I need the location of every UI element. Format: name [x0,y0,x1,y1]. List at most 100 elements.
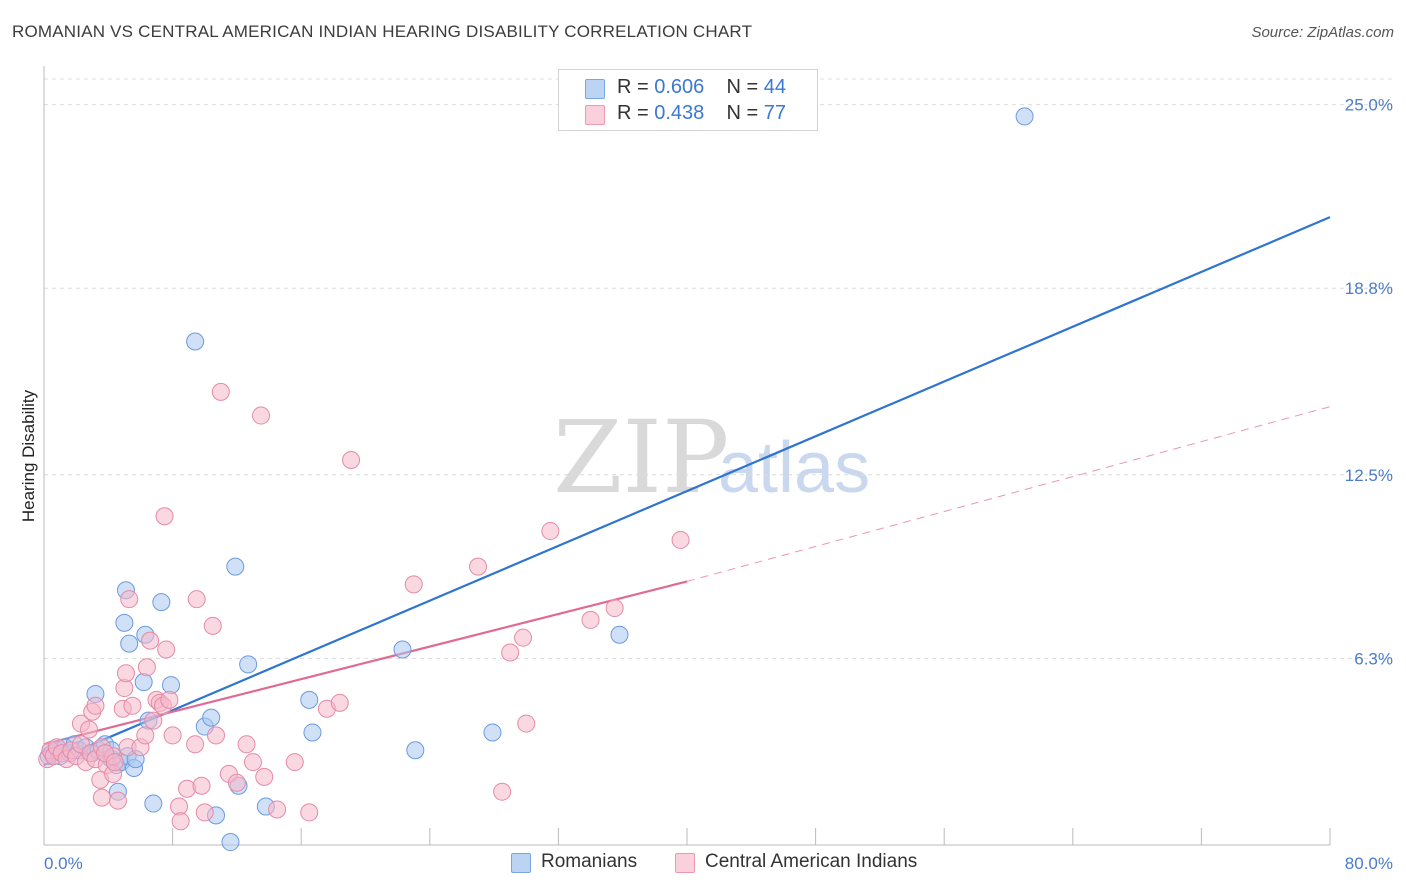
watermark: ZIP atlas [553,399,870,516]
point-central-american-indians [330,693,349,712]
y-tick-label: 25.0% [1345,96,1393,115]
legend-r-label: R = [617,102,649,124]
bottom-legend-label-central-american-indians: Central American Indians [705,851,918,872]
bottom-legend-swatch-central-american-indians [675,853,695,873]
point-romanians [303,723,322,742]
point-romanians [300,690,319,709]
point-central-american-indians [187,590,206,609]
point-central-american-indians [469,557,488,576]
point-central-american-indians [342,450,361,469]
bottom-legend-swatch-romanians [511,853,531,873]
point-central-american-indians [105,753,124,772]
x-tick-label: 0.0% [44,854,83,873]
x-tick-labels: 0.0% 80.0% [44,854,1393,873]
point-central-american-indians [108,791,127,810]
y-axis-title: Hearing Disability [19,389,38,522]
point-central-american-indians [192,776,211,795]
y-tick-labels: 6.3% 12.5% 18.8% 25.0% [1345,96,1393,669]
point-central-american-indians [211,382,230,401]
point-central-american-indians [237,735,256,754]
axes [43,66,1331,846]
point-central-american-indians [155,507,174,526]
point-romanians [226,557,245,576]
point-central-american-indians [171,812,190,831]
legend-r-label: R = [617,76,649,98]
point-central-american-indians [178,779,197,798]
point-romanians [239,655,258,674]
y-tick-label: 12.5% [1345,466,1393,485]
point-central-american-indians [144,711,163,730]
point-central-american-indians [195,803,214,822]
legend-swatch-central-american-indians [585,105,605,125]
legend-swatch-romanians [585,79,605,99]
point-central-american-indians [115,679,134,698]
point-central-american-indians [671,530,690,549]
point-romanians [120,634,139,653]
point-central-american-indians [404,575,423,594]
data-points [38,107,1034,852]
point-romanians [202,708,221,727]
point-central-american-indians [116,664,135,683]
x-tick-label: 80.0% [1345,854,1393,873]
point-central-american-indians [493,782,512,801]
point-central-american-indians [137,658,156,677]
point-romanians [221,833,240,852]
point-central-american-indians [157,640,176,659]
chart-title: ROMANIAN VS CENTRAL AMERICAN INDIAN HEAR… [12,22,753,41]
legend-n-label: N = [726,76,759,98]
legend-n-label: N = [726,102,759,124]
point-central-american-indians [227,773,246,792]
point-central-american-indians [517,714,536,733]
correlation-legend: R = 0.606 N = 44 R = 0.438 N = 77 [558,69,818,131]
point-central-american-indians [255,767,274,786]
point-romanians [152,593,171,612]
point-romanians [406,741,425,760]
trendline-romanians [43,216,1331,767]
point-romanians [115,613,134,632]
point-central-american-indians [605,599,624,618]
point-romanians [186,332,205,351]
trendlines [43,216,1331,767]
point-central-american-indians [92,788,111,807]
y-tick-label: 6.3% [1354,649,1393,668]
point-central-american-indians [207,726,226,745]
bottom-legend-label-romanians: Romanians [541,851,638,872]
legend-r-value: 0.438 [654,102,705,124]
point-central-american-indians [141,631,160,650]
point-romanians [1015,107,1034,126]
point-central-american-indians [581,610,600,629]
point-central-american-indians [120,590,139,609]
point-central-american-indians [186,735,205,754]
chart-source: Source: ZipAtlas.com [1251,24,1394,41]
point-central-american-indians [80,720,99,739]
point-central-american-indians [541,522,560,541]
y-tick-label: 18.8% [1345,279,1393,298]
point-central-american-indians [285,753,304,772]
watermark-zip: ZIP [553,399,729,516]
point-romanians [610,625,629,644]
point-romanians [161,676,180,695]
point-central-american-indians [300,803,319,822]
point-central-american-indians [514,628,533,647]
point-central-american-indians [136,726,155,745]
point-central-american-indians [243,753,262,772]
point-romanians [483,723,502,742]
point-romanians [393,640,412,659]
point-central-american-indians [268,800,287,819]
point-central-american-indians [501,643,520,662]
point-central-american-indians [203,616,222,635]
point-romanians [134,673,153,692]
point-central-american-indians [163,726,182,745]
point-central-american-indians [123,696,142,715]
grid [44,78,1392,659]
legend-r-value: 0.606 [654,76,705,98]
legend-n-value: 77 [763,102,787,124]
legend-n-value: 44 [763,76,787,98]
point-central-american-indians [160,690,179,709]
point-central-american-indians [170,797,189,816]
point-central-american-indians [252,406,271,425]
point-central-american-indians [86,696,105,715]
point-romanians [144,794,163,813]
legend-stats-central-american-indians: R = 0.438 N = 77 [617,102,786,125]
